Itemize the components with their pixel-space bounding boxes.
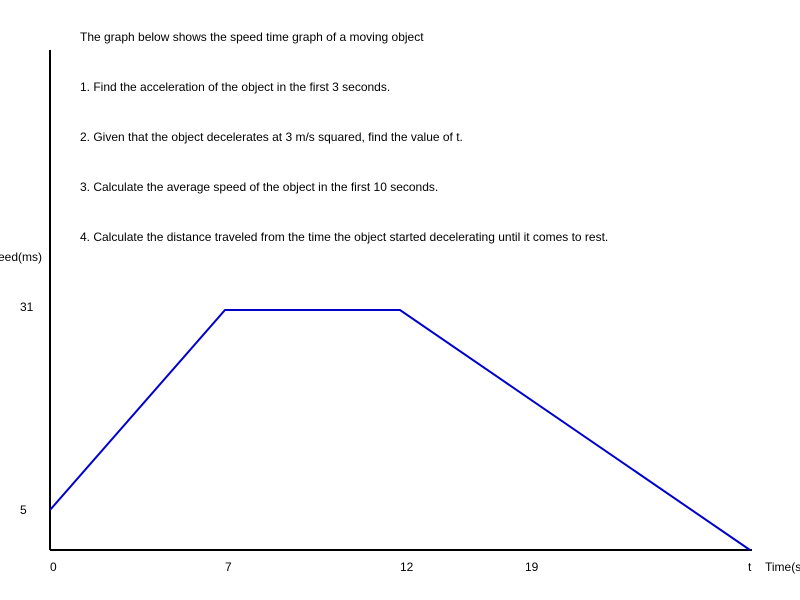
x-tick-label: 19 [525, 560, 539, 574]
x-axis-label: Time(s [765, 560, 800, 574]
y-axis-label: eed(ms) [0, 250, 42, 264]
y-tick-label: 5 [20, 503, 27, 517]
y-tick-label: 31 [20, 300, 34, 314]
question-1: 1. Find the acceleration of the object i… [80, 80, 391, 94]
question-3: 3. Calculate the average speed of the ob… [80, 180, 439, 194]
x-tick-label: t [748, 560, 752, 574]
x-tick-label: 0 [50, 560, 57, 574]
question-4: 4. Calculate the distance traveled from … [80, 230, 609, 244]
speed-series-line [49, 309, 751, 551]
problem-intro: The graph below shows the speed time gra… [80, 30, 424, 44]
x-tick-label: 7 [225, 560, 232, 574]
question-2: 2. Given that the object decelerates at … [80, 130, 463, 144]
x-tick-label: 12 [400, 560, 414, 574]
